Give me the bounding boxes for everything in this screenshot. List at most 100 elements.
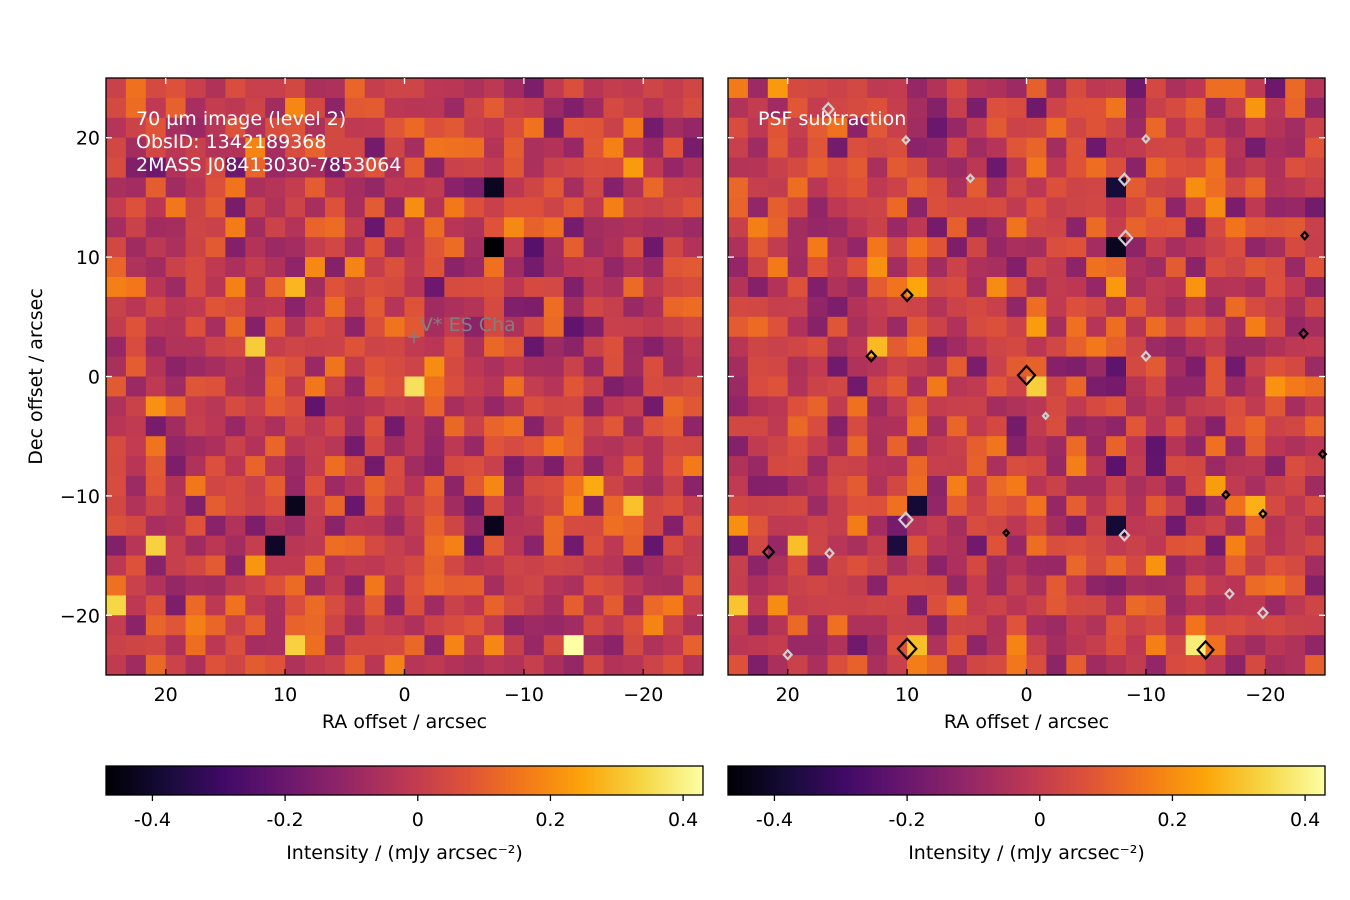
heatmap-cell bbox=[1285, 257, 1306, 278]
heatmap-cell bbox=[807, 436, 828, 457]
heatmap-cell bbox=[305, 257, 326, 278]
heatmap-cell bbox=[523, 157, 545, 178]
heatmap-cell bbox=[364, 237, 385, 258]
heatmap-cell bbox=[867, 336, 888, 357]
heatmap-cell bbox=[1086, 535, 1107, 556]
heatmap-cell bbox=[747, 396, 769, 417]
heatmap-cell bbox=[966, 376, 988, 397]
heatmap-cell bbox=[305, 476, 326, 497]
heatmap-cell bbox=[424, 376, 445, 397]
heatmap-cell bbox=[643, 595, 664, 616]
heatmap-cell bbox=[1245, 197, 1266, 218]
heatmap-cell bbox=[946, 277, 968, 298]
y-tick-label: 0 bbox=[88, 367, 100, 389]
heatmap-cell bbox=[1026, 197, 1047, 218]
heatmap-cell bbox=[125, 615, 147, 636]
heatmap-cell bbox=[623, 495, 644, 517]
heatmap-cell bbox=[887, 157, 908, 178]
heatmap-cell bbox=[807, 655, 828, 676]
heatmap-cell bbox=[1285, 316, 1306, 338]
heatmap-cell bbox=[165, 78, 186, 99]
heatmap-cell bbox=[1006, 237, 1027, 258]
heatmap-cell bbox=[847, 376, 868, 397]
heatmap-cell bbox=[106, 316, 127, 338]
heatmap-cell bbox=[1046, 217, 1067, 238]
negative-contour bbox=[1256, 606, 1270, 620]
heatmap-cell bbox=[563, 177, 584, 198]
heatmap-cell bbox=[504, 376, 525, 397]
heatmap-cell bbox=[867, 97, 888, 119]
heatmap-cell bbox=[807, 635, 828, 656]
heatmap-cell bbox=[185, 456, 206, 477]
heatmap-cell bbox=[603, 78, 624, 99]
positive-contour bbox=[1016, 364, 1037, 387]
heatmap-cell bbox=[643, 615, 664, 636]
heatmap-cell bbox=[907, 635, 928, 656]
heatmap-cell bbox=[305, 296, 326, 318]
heatmap-cell bbox=[305, 117, 326, 139]
heatmap-cell bbox=[464, 177, 485, 198]
heatmap-cell bbox=[205, 137, 226, 158]
heatmap-cell bbox=[1145, 655, 1167, 676]
heatmap-cell bbox=[106, 217, 127, 238]
heatmap-cell bbox=[887, 356, 908, 377]
heatmap-cell bbox=[245, 78, 266, 99]
heatmap-cell bbox=[787, 257, 808, 278]
heatmap-cell bbox=[1106, 456, 1127, 477]
heatmap-cell bbox=[106, 396, 127, 417]
heatmap-cell bbox=[424, 635, 445, 656]
heatmap-cell bbox=[623, 296, 644, 318]
heatmap-cell bbox=[623, 555, 644, 576]
heatmap-cell bbox=[424, 296, 445, 318]
heatmap-cell bbox=[1006, 137, 1027, 158]
heatmap-cell bbox=[663, 336, 684, 357]
left-y-axis-label: Dec offset / arcsec bbox=[25, 288, 47, 465]
heatmap-cell bbox=[887, 655, 908, 676]
heatmap-cell bbox=[1245, 336, 1266, 357]
heatmap-cell bbox=[1245, 376, 1266, 397]
heatmap-cell bbox=[827, 635, 848, 656]
heatmap-cell bbox=[1225, 336, 1246, 357]
heatmap-cell bbox=[1145, 296, 1167, 318]
heatmap-cell bbox=[106, 296, 127, 318]
heatmap-cell bbox=[747, 615, 769, 636]
heatmap-cell bbox=[807, 237, 828, 258]
heatmap-cell bbox=[603, 316, 624, 338]
heatmap-cell bbox=[285, 595, 306, 616]
heatmap-cell bbox=[125, 78, 147, 99]
negative-contour bbox=[1117, 172, 1132, 187]
colorbar-tick-label: -0.4 bbox=[134, 809, 171, 831]
heatmap-cell bbox=[1265, 336, 1286, 357]
heatmap-cell bbox=[1046, 117, 1067, 139]
heatmap-cell bbox=[444, 515, 465, 537]
heatmap-cell bbox=[847, 356, 868, 377]
heatmap-cell bbox=[907, 97, 928, 119]
heatmap-cell bbox=[583, 615, 604, 636]
heatmap-cell bbox=[1006, 78, 1027, 99]
heatmap-cell bbox=[225, 237, 246, 258]
heatmap-cell bbox=[504, 595, 525, 616]
heatmap-cell bbox=[1205, 535, 1226, 556]
heatmap-cell bbox=[484, 257, 505, 278]
heatmap-cell bbox=[907, 396, 928, 417]
heatmap-cell bbox=[847, 495, 868, 517]
heatmap-cell bbox=[225, 495, 246, 517]
heatmap-cell bbox=[907, 78, 928, 99]
heatmap-cell bbox=[1145, 436, 1167, 457]
heatmap-cell bbox=[583, 436, 604, 457]
heatmap-cell bbox=[1205, 595, 1226, 616]
heatmap-cell bbox=[1026, 78, 1047, 99]
heatmap-cell bbox=[225, 476, 246, 497]
heatmap-cell bbox=[464, 476, 485, 497]
left-annotation: 70 µm image (level 2) ObsID: 1342189368 … bbox=[136, 108, 401, 176]
heatmap-cell bbox=[106, 535, 127, 556]
heatmap-cell bbox=[966, 257, 988, 278]
heatmap-cell bbox=[643, 535, 664, 556]
heatmap-cell bbox=[1305, 396, 1326, 417]
heatmap-cell bbox=[205, 277, 226, 298]
heatmap-cell bbox=[787, 635, 808, 656]
heatmap-cell bbox=[1225, 535, 1246, 556]
heatmap-cell bbox=[907, 336, 928, 357]
heatmap-cell bbox=[165, 595, 186, 616]
heatmap-cell bbox=[523, 237, 545, 258]
